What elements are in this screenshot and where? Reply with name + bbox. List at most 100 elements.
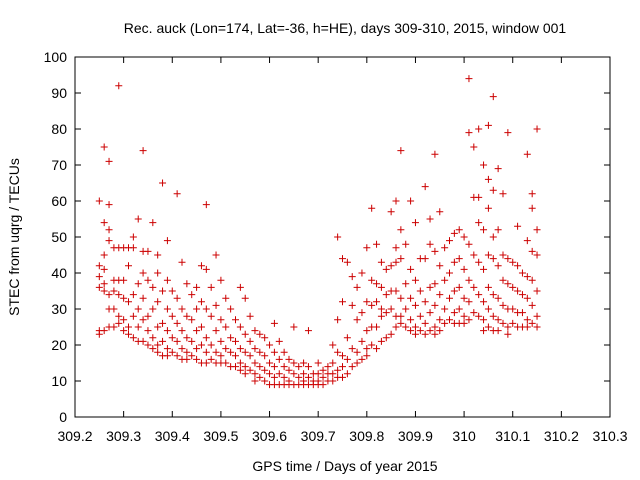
- data-point: [363, 298, 371, 306]
- data-point: [266, 370, 274, 378]
- data-point: [533, 312, 541, 320]
- data-point: [465, 276, 473, 284]
- data-point: [368, 204, 376, 212]
- data-point: [197, 298, 205, 306]
- data-point: [523, 323, 531, 331]
- data-point: [426, 283, 434, 291]
- data-point: [134, 215, 142, 223]
- data-point: [149, 334, 157, 342]
- data-point: [484, 283, 492, 291]
- data-point: [475, 258, 483, 266]
- data-point: [280, 363, 288, 371]
- data-point: [460, 294, 468, 302]
- data-point: [455, 255, 463, 263]
- data-point: [504, 330, 512, 338]
- data-point: [514, 287, 522, 295]
- data-point: [431, 280, 439, 288]
- data-point: [533, 287, 541, 295]
- data-point: [504, 323, 512, 331]
- data-point: [193, 345, 201, 353]
- data-point: [139, 294, 147, 302]
- data-point: [460, 319, 468, 327]
- data-point: [266, 341, 274, 349]
- data-point: [489, 233, 497, 241]
- data-point: [514, 262, 522, 270]
- data-point: [144, 312, 152, 320]
- data-point: [470, 283, 478, 291]
- data-point: [426, 309, 434, 317]
- data-point: [523, 237, 531, 245]
- data-point: [178, 327, 186, 335]
- data-point: [129, 312, 137, 320]
- data-point: [290, 370, 298, 378]
- data-point: [120, 327, 128, 335]
- data-point: [202, 201, 210, 209]
- data-point: [193, 283, 201, 291]
- data-point: [129, 291, 137, 299]
- x-tick-label: 310: [452, 428, 476, 444]
- data-point: [227, 305, 235, 313]
- data-point: [334, 316, 342, 324]
- x-tick-label: 309.6: [252, 428, 287, 444]
- data-point: [105, 291, 113, 299]
- data-point: [358, 269, 366, 277]
- data-point: [125, 298, 132, 306]
- data-point: [159, 319, 167, 327]
- data-point: [154, 348, 162, 356]
- data-point: [455, 305, 463, 313]
- data-point: [407, 327, 415, 335]
- data-point: [100, 327, 108, 335]
- data-point: [509, 319, 517, 327]
- data-point: [120, 316, 128, 324]
- data-point: [212, 327, 220, 335]
- data-point: [100, 219, 108, 227]
- data-point: [256, 363, 264, 371]
- y-tick-label: 70: [51, 157, 67, 173]
- data-point: [416, 327, 424, 335]
- data-point: [392, 323, 400, 331]
- data-point: [222, 323, 230, 331]
- data-point: [431, 323, 439, 331]
- data-point: [528, 204, 536, 212]
- data-point: [319, 366, 327, 374]
- data-point: [115, 291, 123, 299]
- data-point: [134, 323, 142, 331]
- data-point: [455, 283, 463, 291]
- data-point: [426, 215, 434, 223]
- data-point: [120, 294, 128, 302]
- data-point: [251, 345, 259, 353]
- data-point: [163, 327, 171, 335]
- data-point: [343, 334, 351, 342]
- y-tick-label: 20: [51, 337, 67, 353]
- data-point: [368, 276, 376, 284]
- y-tick-label: 80: [51, 121, 67, 137]
- data-point: [236, 283, 244, 291]
- data-point: [149, 283, 157, 291]
- data-point: [353, 348, 361, 356]
- data-point: [518, 291, 526, 299]
- data-point: [197, 323, 205, 331]
- data-point: [411, 330, 419, 338]
- data-point: [285, 366, 293, 374]
- data-point: [523, 316, 531, 324]
- data-point: [446, 237, 453, 245]
- data-point: [484, 121, 492, 129]
- data-point: [95, 197, 103, 205]
- data-point: [470, 309, 478, 317]
- data-point: [509, 283, 517, 291]
- data-point: [416, 312, 424, 320]
- data-point: [460, 265, 468, 273]
- data-point: [193, 305, 201, 313]
- data-point: [144, 276, 152, 284]
- data-point: [232, 337, 239, 345]
- data-point: [334, 348, 342, 356]
- data-point: [154, 269, 162, 277]
- data-point: [480, 316, 488, 324]
- data-point: [207, 341, 215, 349]
- data-point: [397, 147, 405, 155]
- data-point: [392, 244, 400, 252]
- x-tick-label: 309.9: [398, 428, 433, 444]
- data-point: [382, 291, 390, 299]
- data-point: [407, 316, 415, 324]
- data-point: [129, 244, 137, 252]
